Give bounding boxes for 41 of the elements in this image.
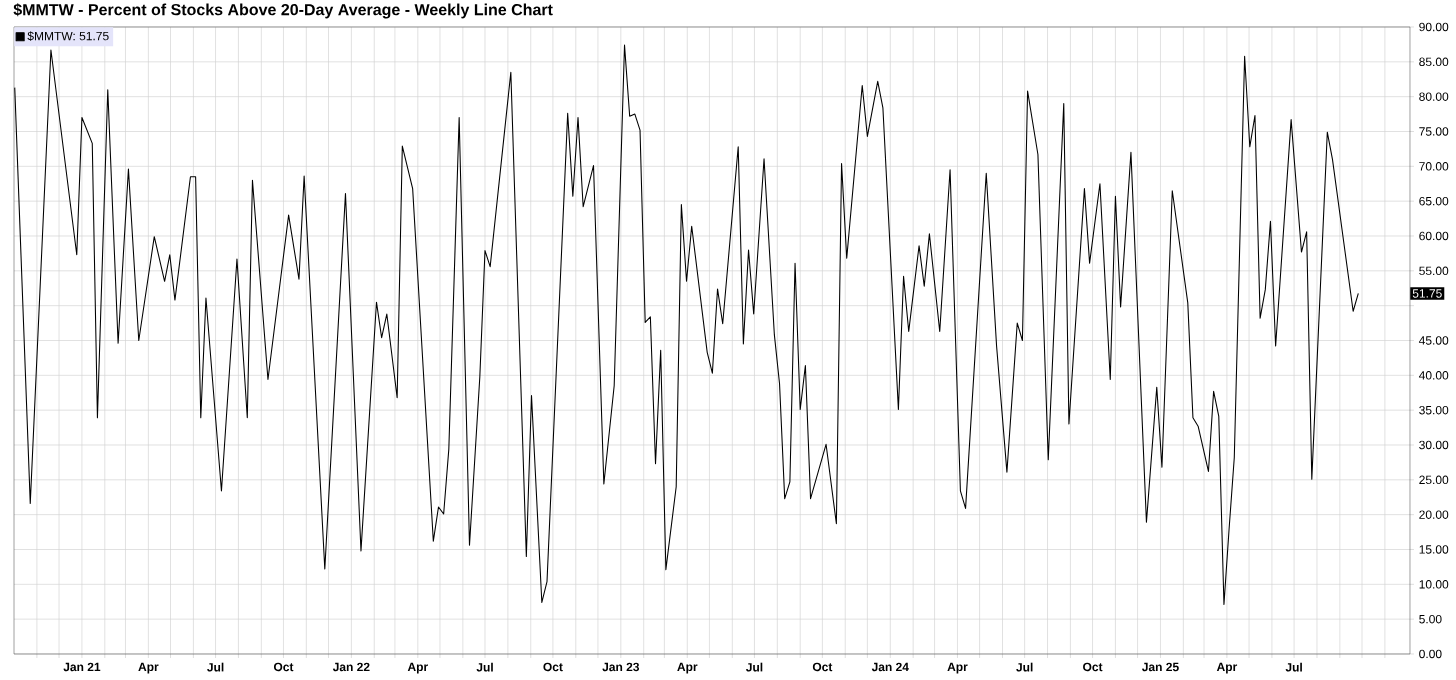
y-tick-label: 35.00 bbox=[1419, 405, 1449, 415]
y-tick-label: 80.00 bbox=[1419, 92, 1449, 101]
y-tick-label: 15.00 bbox=[1419, 545, 1449, 554]
x-tick-label: Jul bbox=[1016, 662, 1033, 672]
x-tick-label: Jul bbox=[1285, 662, 1302, 672]
y-tick-label: 30.00 bbox=[1419, 440, 1449, 450]
x-tick-label: Oct bbox=[1083, 662, 1103, 672]
y-tick-label: 25.00 bbox=[1419, 475, 1449, 485]
y-tick-label: 75.00 bbox=[1419, 127, 1449, 136]
x-tick-label: Oct bbox=[273, 662, 294, 672]
x-tick-label: Apr bbox=[138, 662, 159, 674]
x-tick-label: Oct bbox=[812, 662, 833, 672]
x-tick-label: Apr bbox=[407, 662, 428, 674]
line-series bbox=[14, 44, 1359, 606]
x-tick-label: Jul bbox=[745, 662, 763, 672]
y-tick-label: 0.00 bbox=[1419, 649, 1442, 659]
x-tick-label: Jul bbox=[207, 662, 224, 672]
y-tick-label: 20.00 bbox=[1419, 510, 1449, 519]
x-tick-label: Oct bbox=[543, 662, 563, 672]
x-tick-label: Apr bbox=[677, 662, 698, 674]
y-tick-label: 65.00 bbox=[1419, 196, 1449, 206]
y-tick-label: 85.00 bbox=[1419, 57, 1449, 67]
chart-title: $MMTW - Percent of Stocks Above 20-Day Average - Weekly Line Chart bbox=[13, 3, 553, 19]
x-tick-label: Jan 24 bbox=[871, 662, 909, 672]
x-tick-label: Apr bbox=[947, 662, 968, 674]
x-tick-label: Jan 21 bbox=[63, 662, 101, 672]
y-tick-label: 10.00 bbox=[1419, 580, 1449, 589]
y-tick-label: 90.00 bbox=[1419, 22, 1449, 32]
x-tick-label: Jan 23 bbox=[602, 662, 640, 672]
y-tick-label: 60.00 bbox=[1419, 231, 1449, 241]
y-tick-label: 40.00 bbox=[1418, 371, 1449, 380]
y-tick-label: 5.00 bbox=[1419, 614, 1442, 624]
x-tick-label: Jan 25 bbox=[1141, 662, 1179, 672]
annotation: 51.75 bbox=[1412, 289, 1442, 298]
y-tick-label: 70.00 bbox=[1419, 162, 1449, 171]
y-tick-label: 55.00 bbox=[1419, 266, 1449, 276]
legend-label: $MMTW: 51.75 bbox=[27, 31, 109, 41]
x-tick-label: Apr bbox=[1216, 662, 1238, 674]
x-tick-label: Jan 22 bbox=[332, 662, 370, 672]
x-tick-label: Jul bbox=[476, 662, 493, 672]
y-tick-label: 45.00 bbox=[1418, 336, 1449, 345]
